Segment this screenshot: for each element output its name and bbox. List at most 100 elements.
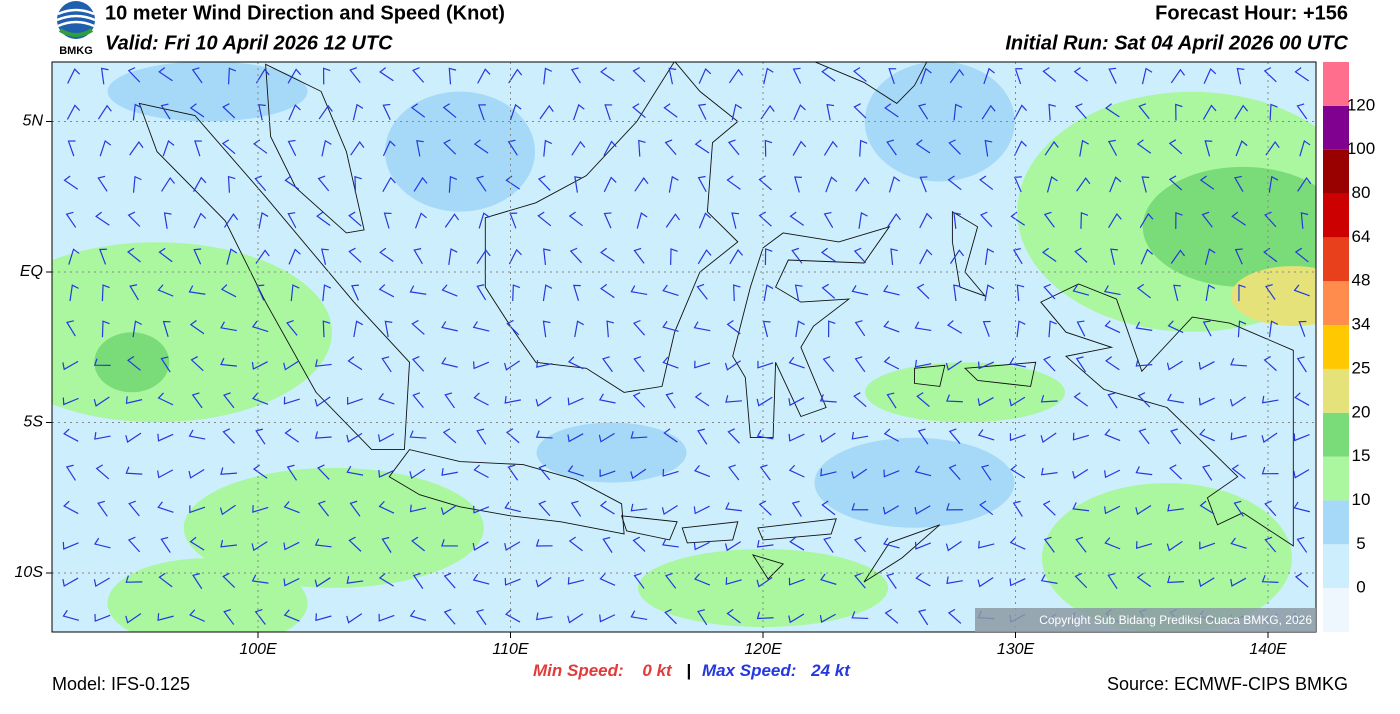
wind-barb xyxy=(384,320,393,338)
wind-barb xyxy=(696,283,708,300)
wind-barb xyxy=(101,284,110,302)
wind-barb xyxy=(288,104,301,121)
wind-barb xyxy=(162,140,175,157)
wind-barb xyxy=(1198,397,1215,406)
wind-barb xyxy=(473,505,490,514)
colorbar-label: 100 xyxy=(1347,139,1375,158)
model: Model: IFS-0.125 xyxy=(52,674,190,694)
coastline xyxy=(951,211,987,298)
wind-barb xyxy=(193,248,202,265)
wind-barb xyxy=(725,502,742,512)
wind-barb xyxy=(1294,392,1310,406)
wind-barb xyxy=(1009,537,1026,550)
wind-barb xyxy=(820,247,836,262)
wind-barb xyxy=(661,538,679,548)
wind-barb xyxy=(1048,103,1056,121)
wind-barb xyxy=(413,176,428,192)
wind-barb xyxy=(567,433,584,443)
source: Source: ECMWF-CIPS BMKG xyxy=(1107,674,1348,694)
wind-barb xyxy=(188,429,206,440)
forecast-hour: Forecast Hour: +156 xyxy=(1155,2,1348,24)
wind-barb xyxy=(733,284,741,302)
wind-barb xyxy=(1072,468,1089,479)
wind-barb xyxy=(62,397,79,406)
wind-barb xyxy=(1141,176,1150,193)
map xyxy=(52,62,1316,632)
wind-barb xyxy=(1076,177,1091,192)
wind-barb xyxy=(788,433,805,442)
max-label: Max Speed: xyxy=(702,661,796,680)
wind-barb xyxy=(756,611,774,620)
wind-barb xyxy=(600,283,615,299)
wind-barb xyxy=(1013,104,1028,120)
wind-barb xyxy=(726,608,741,624)
wind-barb xyxy=(1264,211,1277,228)
wind-barb xyxy=(351,284,360,301)
wind-barb xyxy=(378,284,395,298)
wind-barb xyxy=(1042,500,1056,516)
wind-barb xyxy=(125,613,142,624)
wind-barb xyxy=(1263,67,1277,83)
wind-barb xyxy=(883,356,900,370)
wind-barb xyxy=(444,213,460,228)
wind-barb xyxy=(1230,537,1247,549)
wind-barb xyxy=(409,468,426,480)
wind-barb xyxy=(1293,501,1310,513)
colorbar-bin xyxy=(1323,193,1349,238)
wind-barb xyxy=(1294,67,1310,82)
wind-barb xyxy=(1175,211,1183,229)
wind-barb xyxy=(381,356,392,373)
colorbar-bin xyxy=(1323,237,1349,282)
wind-barb xyxy=(948,464,961,481)
wind-barb xyxy=(883,537,900,549)
wind-barb xyxy=(886,572,897,589)
wind-barb xyxy=(223,609,235,625)
wind-barb xyxy=(1138,428,1150,445)
separator: | xyxy=(686,661,691,680)
wind-barb xyxy=(1009,578,1026,587)
wind-barb xyxy=(821,67,836,82)
wind-barb xyxy=(354,175,362,193)
wind-barb xyxy=(189,505,206,514)
wind-barb xyxy=(756,539,774,548)
wind-barb xyxy=(915,139,931,154)
wind-barb xyxy=(697,175,707,193)
wind-barb xyxy=(160,103,171,120)
wind-barb xyxy=(792,67,802,84)
wind-barb xyxy=(1293,469,1310,479)
wind-barb xyxy=(663,428,678,443)
wind-barb xyxy=(94,432,111,440)
wind-barb xyxy=(222,103,236,119)
wind-barb xyxy=(598,393,616,404)
wind-barb xyxy=(127,67,141,83)
valid-time: Valid: Fri 10 April 2026 12 UTC xyxy=(105,32,393,54)
colorbar-bin xyxy=(1323,588,1349,632)
wind-barb xyxy=(756,429,774,440)
wind-barb xyxy=(378,613,395,622)
wind-barb xyxy=(283,577,300,587)
wind-barb xyxy=(284,175,300,190)
wind-barb xyxy=(353,320,364,338)
wind-barb xyxy=(1104,505,1121,515)
wind-barb xyxy=(1016,320,1026,338)
wind-barb xyxy=(1104,537,1121,550)
wind-barb xyxy=(157,469,174,479)
wind-barb xyxy=(697,249,712,265)
wind-barb xyxy=(222,428,235,444)
wind-barb xyxy=(1205,284,1216,302)
wind-barb xyxy=(125,432,142,443)
wind-barb xyxy=(157,613,174,621)
wind-barb xyxy=(663,103,678,118)
wind-barb xyxy=(157,501,174,513)
wind-barb xyxy=(693,321,711,332)
wind-barb xyxy=(953,212,961,229)
wind-barb xyxy=(379,247,394,263)
wind-barb xyxy=(378,392,395,405)
wind-barb xyxy=(220,539,237,548)
wind-barb xyxy=(346,576,364,584)
coastline xyxy=(757,518,837,541)
wind-barb xyxy=(1230,577,1247,587)
wind-barb xyxy=(821,283,836,299)
wind-barb xyxy=(946,320,963,334)
wind-barb xyxy=(1202,320,1212,337)
